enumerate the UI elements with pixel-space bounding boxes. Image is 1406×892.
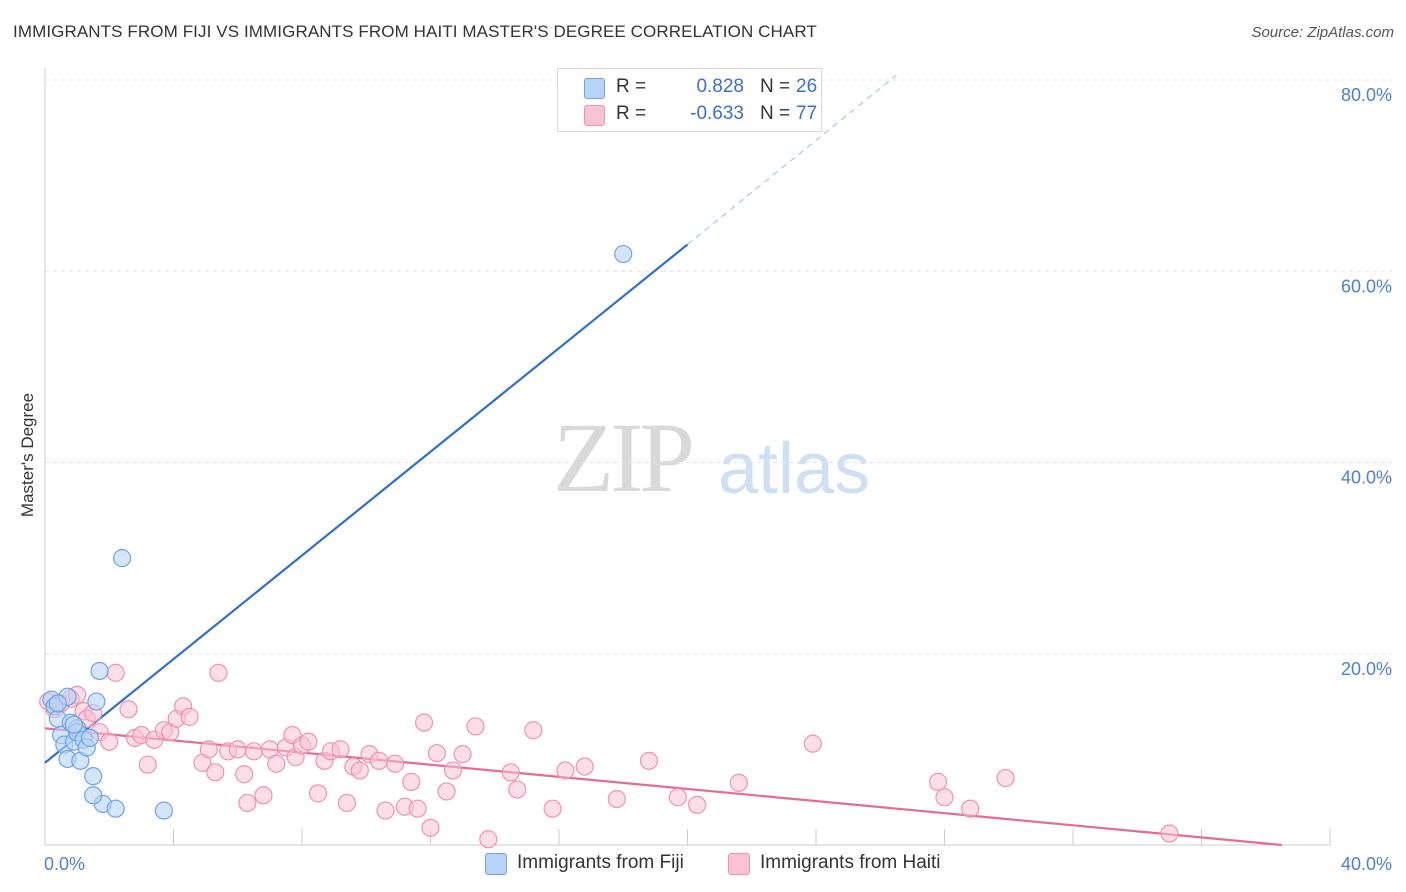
fiji-trend-line [44,243,689,764]
haiti-point [299,732,318,751]
haiti-point [308,784,328,803]
haiti-r-label: R = [616,103,647,124]
haiti-point [508,780,527,799]
haiti-swatch [584,105,605,126]
haiti-point [479,830,498,849]
bottom-haiti-label: Immigrants from Haiti [760,852,941,873]
fiji-point [80,728,100,748]
haiti-point [119,700,138,719]
haiti-point [639,751,659,770]
y-tick-label: 20.0% [1341,659,1392,679]
haiti-point [729,773,749,792]
haiti-point [421,818,440,837]
haiti-point [443,761,463,780]
haiti-point [244,742,263,761]
bottom-haiti-swatch [728,853,750,875]
correlation-legend: R = 0.828 N = 26 R = -0.633 N = 77 [557,68,822,132]
haiti-point [337,793,357,813]
x-tick-label: 40.0% [1341,854,1392,874]
haiti-point [575,757,594,776]
fiji-point [48,694,67,713]
haiti-point [668,788,687,807]
haiti-point [524,721,543,740]
tick-layer: 80.0% 60.0% 40.0% 20.0% 0.0% 40.0% [44,85,1392,874]
haiti-point [254,786,273,805]
grid-layer [45,79,1392,655]
fiji-n-label: N = [760,76,791,97]
fiji-r-label: R = [616,76,647,97]
fiji-point [90,661,109,681]
haiti-point [235,765,254,784]
fiji-point [87,692,106,711]
haiti-point [180,707,199,726]
haiti-point [414,713,434,732]
haiti-point [376,801,395,820]
fiji-r-value: 0.828 [696,76,744,97]
haiti-point [928,772,948,791]
fiji-n-value: 26 [796,76,818,97]
fiji-point [84,767,103,786]
haiti-point [228,740,247,759]
bottom-fiji-swatch [485,853,507,875]
bottom-fiji-label: Immigrants from Fiji [517,852,684,873]
x-tick-label: 0.0% [44,854,85,874]
haiti-point [350,761,369,780]
haiti-point [803,734,822,753]
fiji-point [112,549,132,568]
watermark-zip: ZIP [553,402,695,513]
haiti-point [138,755,157,774]
haiti-point [386,754,405,773]
y-tick-label: 80.0% [1341,85,1392,105]
haiti-point [370,751,389,770]
haiti-point [267,754,286,773]
haiti-point [935,788,954,807]
haiti-point [238,793,257,813]
y-tick-label: 60.0% [1341,276,1392,296]
haiti-point [199,740,218,759]
haiti-point [688,795,707,814]
haiti-point [437,782,456,801]
haiti-n-value: 77 [796,103,818,124]
haiti-point [543,799,562,818]
haiti-point [466,717,485,736]
haiti-point [1160,824,1179,843]
haiti-point [408,799,427,818]
haiti-point [106,663,125,682]
haiti-point [556,761,575,780]
haiti-point [453,745,472,764]
fiji-point [106,799,125,818]
fiji-point [614,244,633,264]
y-axis-label: Master's Degree [18,393,37,517]
haiti-point [427,744,447,763]
haiti-point [996,768,1015,788]
y-tick-label: 40.0% [1341,468,1392,488]
chart-title: IMMIGRANTS FROM FIJI VS IMMIGRANTS FROM … [13,22,817,41]
fiji-point [154,801,173,820]
fiji-swatch [584,78,605,99]
haiti-point [607,789,626,809]
haiti-point [331,740,350,759]
haiti-point [402,772,421,791]
fiji-point [84,786,103,805]
trend-layer [44,74,1282,847]
haiti-point [100,732,119,751]
source-label: Source: ZipAtlas.com [1251,24,1394,41]
fiji-point [64,715,84,734]
points-layer [39,244,1179,849]
haiti-point [209,663,228,682]
haiti-point [961,799,980,818]
haiti-point [206,763,225,782]
watermark-atlas: atlas [718,429,871,509]
haiti-r-value: -0.633 [690,103,744,124]
axis-layer [44,68,1331,846]
haiti-n-label: N = [760,103,791,124]
fiji-trend-extension [687,74,897,245]
haiti-point [501,763,520,782]
